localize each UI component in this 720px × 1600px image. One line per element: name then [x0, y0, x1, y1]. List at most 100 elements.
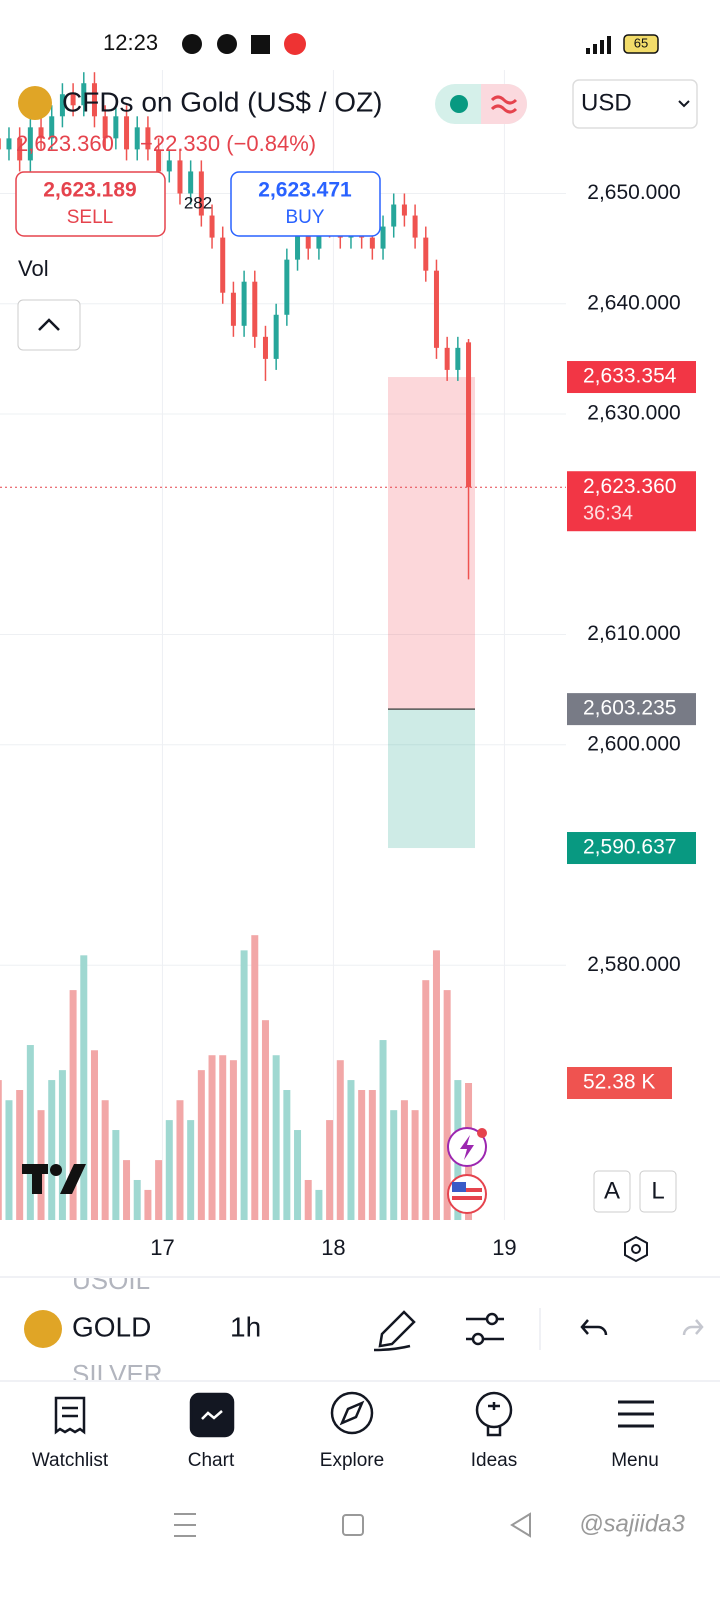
candle-body — [17, 138, 23, 161]
gold-icon — [24, 1310, 62, 1348]
symbol-strip[interactable]: USOIL GOLD SILVER — [72, 1265, 163, 1389]
volume-bar — [336, 1060, 344, 1220]
buy-button[interactable] — [230, 171, 381, 237]
candle-body — [156, 149, 162, 172]
volume-bar — [390, 1110, 398, 1220]
volume-bar — [155, 1160, 163, 1220]
candle-body — [134, 127, 140, 150]
candle-body — [0, 138, 1, 150]
volume-bar — [294, 1130, 302, 1220]
risk-zone — [388, 377, 475, 710]
nav-label[interactable]: Ideas — [471, 1450, 517, 1471]
y-tick-label: 2,640.000 — [587, 291, 680, 314]
volume-bar — [422, 980, 430, 1220]
candle-body — [145, 127, 151, 150]
scale-button[interactable] — [639, 1170, 677, 1213]
candle-body — [295, 226, 301, 260]
candle-body — [102, 116, 108, 139]
candle-body — [38, 127, 44, 139]
volume-bar — [283, 1090, 291, 1220]
toggle[interactable] — [435, 84, 527, 124]
volume-bar — [358, 1090, 366, 1220]
draw-icon[interactable] — [373, 1310, 416, 1352]
settings-dot — [631, 1244, 641, 1254]
android-nav — [174, 1512, 531, 1538]
symbol-current: GOLD — [72, 1311, 151, 1342]
scale-button[interactable] — [593, 1170, 631, 1213]
candle-body — [466, 342, 472, 488]
nav-icons — [54, 1391, 654, 1438]
scale-button-label: A — [604, 1177, 620, 1204]
volume-bar — [379, 1040, 387, 1220]
volume-bar — [133, 1179, 141, 1220]
nav-label[interactable]: Explore — [320, 1450, 384, 1471]
volume-bar — [112, 1130, 120, 1220]
volume-bar — [400, 1100, 408, 1220]
candle-body — [391, 204, 397, 227]
price-change: −22.330 (−0.84%) — [140, 131, 316, 156]
volume-bar — [101, 1100, 109, 1220]
x-tick-label: 17 — [150, 1235, 174, 1260]
candle-body — [198, 171, 204, 216]
events-button[interactable] — [447, 1174, 487, 1214]
candle-body — [380, 226, 386, 249]
volume-bar — [219, 1055, 227, 1220]
candle-body — [423, 237, 429, 271]
sell-button[interactable] — [15, 171, 166, 237]
flag-canton — [452, 1182, 466, 1192]
indicators-icon[interactable] — [466, 1312, 504, 1346]
volume-bar — [304, 1179, 312, 1220]
volume-bar — [26, 1045, 34, 1220]
currency: USD — [581, 89, 632, 116]
candle-body — [209, 215, 215, 238]
y-tick-label: 2,600.000 — [587, 732, 680, 755]
undo-icon[interactable] — [580, 1319, 608, 1336]
volume-bar — [240, 950, 248, 1220]
target-tag-label: 2,590.637 — [583, 836, 676, 859]
candle-body — [455, 347, 461, 370]
redo-icon[interactable] — [682, 1319, 704, 1336]
candle-body — [81, 83, 87, 106]
buy-label: BUY — [285, 207, 324, 228]
candle-body — [273, 314, 279, 359]
chart: 17 18 19 2,650.000 2,640.000 2,630.000 2,610.0… — [0, 70, 696, 1260]
collapse-button[interactable] — [17, 299, 81, 351]
tv-logo — [22, 1164, 86, 1194]
volume-bar — [229, 1060, 237, 1220]
volume-bar — [326, 1120, 334, 1220]
nav-label[interactable]: Chart — [188, 1450, 235, 1471]
scale-button-label: L — [651, 1177, 664, 1204]
symbol-prev: USOIL — [72, 1265, 150, 1295]
candle-body — [412, 215, 418, 238]
volume-bar — [197, 1070, 205, 1220]
nav-label[interactable]: Menu — [611, 1450, 659, 1471]
watermark: @sajiida3 — [579, 1510, 685, 1537]
candle-body — [27, 127, 33, 161]
settings-icon[interactable] — [624, 1235, 648, 1263]
sell-label: SELL — [67, 207, 113, 228]
spread: 282 — [184, 193, 212, 212]
currency-select[interactable] — [572, 79, 698, 129]
candle-body — [49, 116, 55, 139]
nav-label[interactable]: Watchlist — [32, 1450, 109, 1471]
entry-tag-label: 2,603.235 — [583, 697, 676, 720]
candle-body — [433, 270, 439, 348]
volume-bar — [16, 1090, 24, 1220]
y-tick-label: 2,610.000 — [587, 622, 680, 645]
volume-bar — [347, 1080, 355, 1220]
symbol-next: SILVER — [72, 1359, 163, 1389]
interval[interactable]: 1h — [230, 1311, 261, 1342]
nav-labels: Watchlist Chart Explore Ideas Menu — [32, 1450, 659, 1471]
volume-bar — [208, 1055, 216, 1220]
symbol-title: CFDs on Gold (US$ / OZ) — [62, 86, 383, 117]
chevron — [678, 100, 690, 108]
countdown: 36:34 — [583, 503, 633, 525]
candle-body — [188, 171, 194, 194]
volume-bar — [80, 955, 88, 1220]
volume-bar — [315, 1189, 323, 1220]
last-price-tag — [567, 471, 696, 532]
volume-bar — [0, 1080, 2, 1220]
